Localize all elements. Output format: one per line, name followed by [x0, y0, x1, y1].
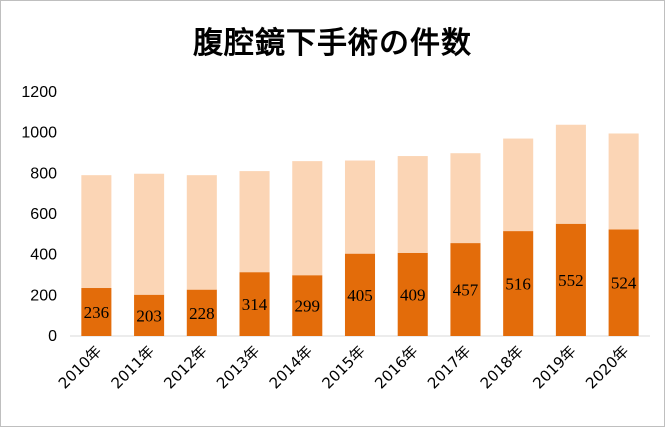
bar-segment-2	[555, 124, 586, 224]
bar-segment-2	[503, 138, 534, 232]
bar-segment-2	[450, 153, 481, 244]
y-tick-label: 1000	[21, 125, 57, 142]
bar-segment-2	[239, 171, 270, 273]
x-tick-label: 2017年	[424, 342, 474, 392]
data-labels: 236 203 228 314 299 405 409 457 516 552 524	[84, 271, 637, 325]
x-tick-label: 2013年	[213, 342, 263, 392]
bar-series	[81, 124, 639, 336]
data-label: 409	[400, 285, 426, 304]
x-tick-label: 2016年	[371, 342, 421, 392]
bar-segment-2	[608, 133, 639, 230]
bar-segment-1	[450, 243, 481, 336]
bar-segment-2	[134, 173, 165, 295]
bar-segment-1	[134, 294, 165, 336]
bar-segment-1	[555, 223, 586, 336]
bar-segment-1	[344, 253, 376, 336]
x-tick-label: 2010年	[55, 342, 105, 392]
y-tick-label: 200	[30, 287, 57, 304]
bar-segment-1	[186, 289, 217, 336]
data-label: 299	[295, 297, 321, 316]
data-label: 236	[84, 303, 110, 322]
bar-segment-2	[292, 161, 323, 276]
y-tick-label: 800	[30, 165, 57, 182]
x-axis-ticks: 2010年 2011年 2012年 2013年 2014年 2015年 2016年 2017年…	[55, 342, 633, 392]
bar-segment-1	[292, 275, 323, 336]
data-label: 228	[189, 304, 215, 323]
x-tick-label: 2018年	[477, 342, 527, 392]
x-tick-label: 2020年	[582, 342, 632, 392]
y-tick-label: 600	[30, 206, 57, 223]
x-tick-label: 2015年	[318, 342, 368, 392]
bar-segment-2	[397, 156, 428, 253]
bar-segment-1	[608, 229, 639, 336]
bar-segment-1	[81, 288, 112, 336]
bar-segment-1	[397, 252, 428, 336]
y-tick-label: 1200	[21, 84, 57, 101]
bar-segment-2	[344, 160, 376, 254]
y-tick-label: 400	[30, 247, 57, 264]
data-label: 314	[242, 295, 268, 314]
x-tick-label: 2014年	[266, 342, 316, 392]
bar-segment-1	[503, 231, 534, 336]
x-tick-label: 2012年	[160, 342, 210, 392]
data-label: 524	[611, 274, 637, 293]
bar-segment-2	[186, 175, 217, 290]
y-axis-ticks: 0 200 400 600 800 1000 1200	[21, 84, 57, 345]
data-label: 516	[505, 275, 531, 294]
bar-segment-1	[239, 272, 270, 336]
x-tick-label: 2011年	[108, 342, 158, 392]
y-tick-label: 0	[48, 328, 57, 345]
data-label: 457	[453, 281, 479, 300]
data-label: 405	[347, 286, 373, 305]
data-label: 203	[136, 306, 162, 325]
chart-title: 腹腔鏡下手術の件数	[193, 26, 472, 61]
x-tick-label: 2019年	[529, 342, 579, 392]
bar-segment-2	[81, 175, 112, 289]
data-label: 552	[558, 271, 584, 290]
